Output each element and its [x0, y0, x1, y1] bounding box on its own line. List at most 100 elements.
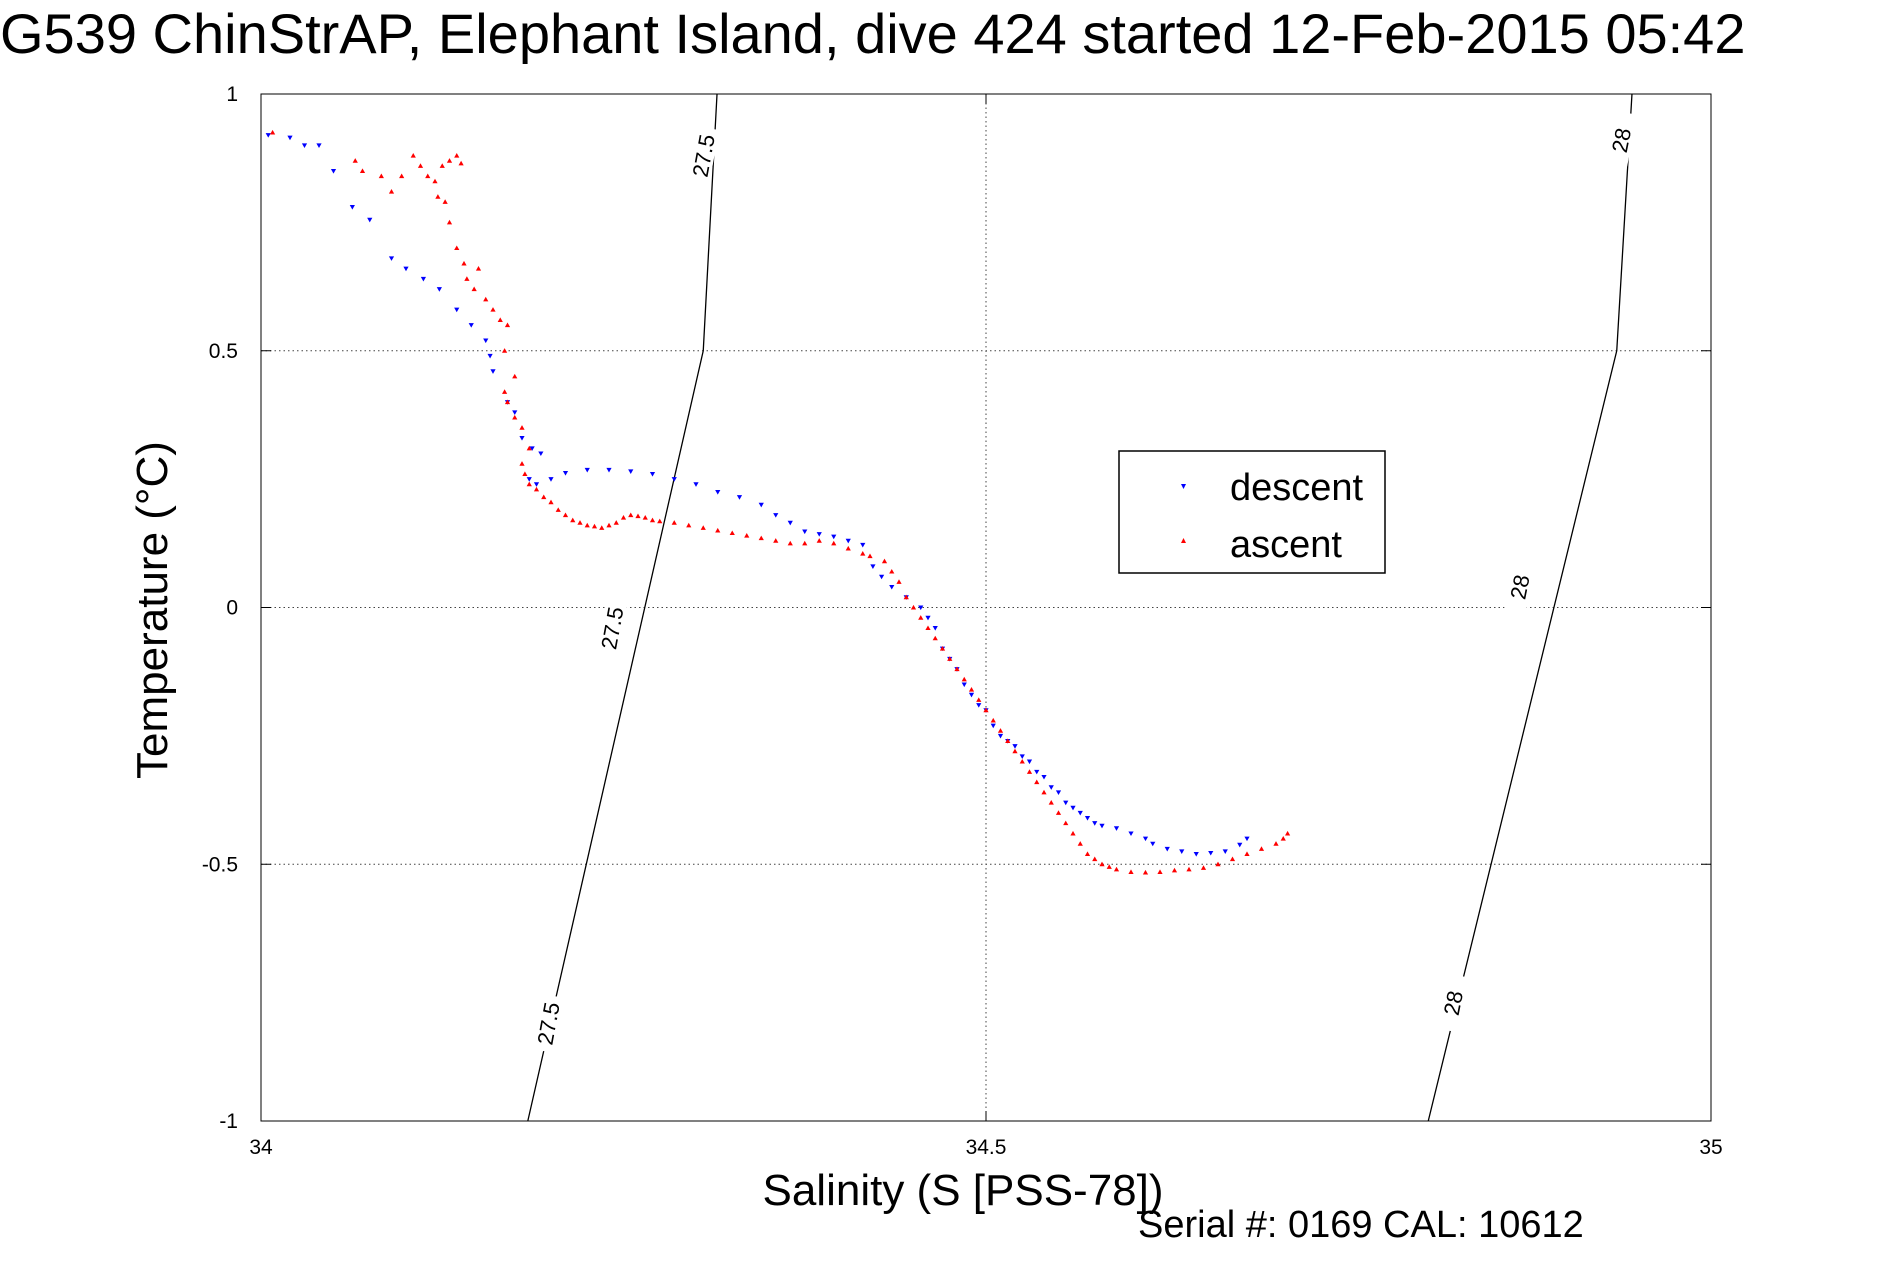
descent-point: [889, 584, 895, 590]
ascent-point: [845, 545, 851, 551]
ascent-point: [388, 188, 395, 194]
ascent-point: [584, 522, 590, 528]
ascent-point: [562, 512, 569, 518]
ascent-point: [454, 153, 460, 158]
descent-point: [388, 256, 395, 261]
descent-point: [436, 287, 442, 292]
ascent-point: [939, 645, 946, 651]
ascent-point: [910, 604, 917, 610]
descent-point: [925, 615, 931, 621]
ascent-point: [464, 276, 470, 281]
isopycnal-contours: 27.5 27.5 27.5 28 28 28: [527, 93, 1638, 1122]
ascent-point: [642, 515, 648, 520]
descent-point: [287, 135, 293, 141]
ascent-point: [671, 520, 677, 525]
ascent-point: [522, 471, 528, 476]
descent-point: [932, 626, 938, 631]
ascent-point: [458, 160, 464, 166]
ascent-point: [1280, 835, 1286, 841]
ascent-point: [1171, 867, 1178, 873]
ascent-point: [1077, 841, 1083, 846]
ascent-point: [1084, 851, 1091, 856]
descent-point: [420, 276, 426, 282]
ascent-point: [442, 199, 448, 204]
ascent-point: [860, 550, 866, 556]
ascent-point: [435, 194, 441, 199]
descent-point: [1099, 823, 1105, 829]
descent-point: [715, 489, 721, 495]
descent-point: [533, 482, 540, 487]
ascent-point: [432, 178, 438, 184]
descent-point: [736, 495, 743, 500]
ascent-point: [591, 523, 598, 529]
isopycnal-label-gap: [687, 126, 720, 186]
descent-point: [454, 307, 460, 313]
ascent-point: [1258, 846, 1265, 851]
ascent-point: [889, 568, 895, 574]
ascent-point: [1285, 830, 1291, 836]
descent-point: [860, 542, 866, 548]
descent-point: [1179, 849, 1185, 855]
descent-point: [671, 477, 677, 482]
y-tick-label: -0.5: [202, 853, 238, 876]
isopycnal-label-gap: [1604, 110, 1638, 170]
descent-point: [968, 692, 975, 698]
ascent-point: [744, 533, 750, 538]
ascent-point: [410, 153, 416, 158]
descent-point: [758, 502, 764, 508]
ascent-point: [570, 517, 576, 523]
y-tick-label: 0: [226, 597, 238, 620]
legend: descent ascent: [1118, 450, 1386, 574]
x-axis-label: Salinity (S [PSS-78]): [762, 1166, 1163, 1215]
ascent-point: [526, 481, 532, 487]
y-axis-label: Temperature (°C): [128, 441, 177, 779]
descent-point: [526, 477, 532, 482]
ascent-point: [961, 676, 967, 682]
ascent-point: [541, 494, 547, 500]
ascent-point: [925, 625, 931, 631]
descent-point: [548, 477, 554, 482]
descent-point: [349, 204, 355, 210]
descent-point: [519, 436, 525, 441]
ascent-point: [555, 507, 561, 512]
ascent-point: [881, 558, 888, 564]
descent-point: [1244, 836, 1250, 842]
descent-point: [649, 471, 656, 477]
ascent-point: [519, 461, 525, 466]
ascent-point: [1012, 748, 1018, 754]
descent-point: [1063, 800, 1069, 806]
descent-point: [538, 451, 544, 457]
ascent-point: [606, 522, 612, 528]
ascent-point: [446, 219, 453, 225]
descent-point: [693, 482, 699, 487]
descent-point: [529, 446, 535, 451]
ascent-point: [497, 317, 503, 322]
isopycnal-label: 27.5: [688, 132, 720, 179]
y-tick-label: 1: [226, 83, 238, 106]
ascent-point: [475, 265, 482, 271]
x-tick-label: 34.5: [966, 1136, 1007, 1159]
ascent-point: [504, 399, 511, 405]
ascent-point: [512, 373, 518, 379]
ascent-point: [1229, 856, 1236, 862]
ascent-point: [1034, 779, 1040, 785]
ascent-point: [526, 445, 532, 451]
isopycnal-label-gap: [596, 598, 628, 658]
ascent-point: [700, 525, 706, 530]
descent-point: [562, 470, 569, 476]
ascent-point: [729, 530, 735, 536]
ascent-point: [990, 717, 996, 723]
descent-point: [628, 469, 634, 475]
descent-point: [301, 143, 308, 148]
descent-point: [487, 353, 493, 359]
ascent-point: [1113, 866, 1120, 872]
ascent-point: [533, 486, 540, 492]
descent-point: [1222, 849, 1228, 855]
descent-point: [1070, 805, 1076, 811]
ascent-point: [359, 168, 366, 174]
descent-point: [1034, 769, 1040, 775]
isopycnal-label: 28: [1607, 126, 1636, 155]
x-tick-label: 35: [1699, 1136, 1722, 1159]
ascent-point: [399, 173, 405, 179]
descent-point: [845, 538, 851, 544]
